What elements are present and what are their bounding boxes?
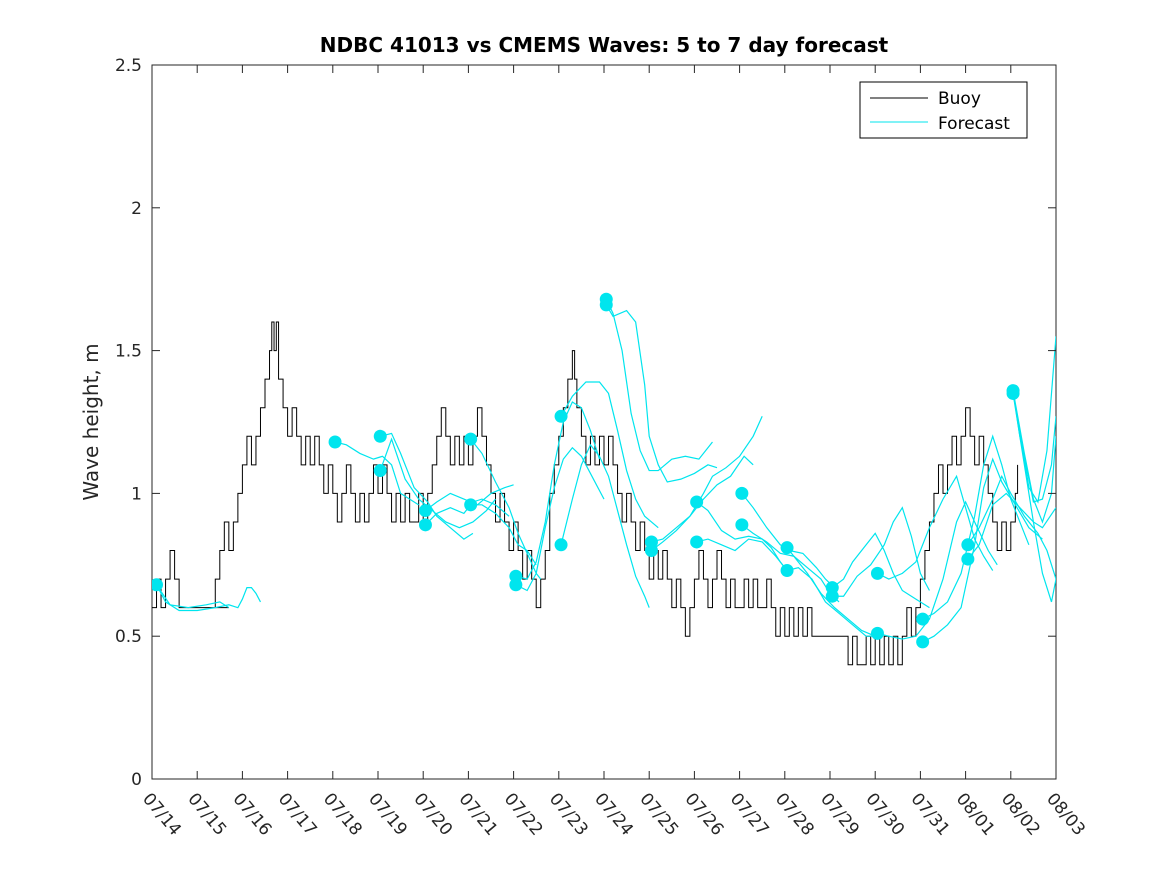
y-tick-label: 0 [131,770,142,790]
forecast-start-marker [780,541,794,555]
forecast-start-marker [916,635,930,649]
forecast-start-marker [690,535,704,549]
series-forecast-line [470,504,537,566]
x-tick-label: 07/23 [545,789,592,839]
legend-label-forecast: Forecast [938,114,1010,134]
forecast-start-marker [780,564,794,578]
series-forecast-line [967,474,1056,580]
x-tick-label: 07/14 [138,789,185,839]
forecast-start-marker [825,589,839,603]
forecast-start-marker [961,552,975,566]
chart-title: NDBC 41013 vs CMEMS Waves: 5 to 7 day fo… [320,33,889,57]
series-forecast-line [380,432,474,540]
series-forecast-line [831,532,930,609]
forecast-start-marker [509,578,523,592]
x-tick-label: 07/20 [409,789,456,839]
forecast-start-marker [554,409,568,423]
x-tick-label: 07/15 [183,789,230,839]
forecast-start-marker [1006,386,1020,400]
y-axis-label: Wave height, m [79,343,103,500]
x-tick-label: 08/02 [997,789,1044,839]
series-forecast-line [1012,390,1056,503]
x-tick-label: 07/17 [274,789,321,839]
x-tick-label: 07/16 [229,789,276,839]
forecast-start-marker [735,486,749,500]
series-forecast-line [1012,336,1056,504]
series-forecast-line [651,416,763,543]
y-tick-label: 1 [131,484,142,504]
x-tick-label: 07/26 [681,789,728,839]
series-forecast-line [515,401,601,580]
series-forecast-line [651,455,754,551]
series-forecast-line [877,474,994,580]
x-tick-label: 07/18 [319,789,366,839]
series-forecast-line [470,438,542,580]
forecast-start-marker [961,538,975,552]
plot-area [151,64,1057,780]
x-tick-label: 07/27 [726,789,773,839]
forecast-start-marker [373,464,387,478]
axis-ticks: 07/1407/1507/1607/1707/1807/1907/2007/21… [115,56,1089,840]
forecast-start-marker [554,538,568,552]
series-forecast-line [922,457,1043,643]
series-forecast-line [696,538,786,569]
forecast-start-marker [644,544,658,558]
series-forecast-line [605,298,713,472]
x-tick-label: 07/22 [500,789,547,839]
x-tick-label: 08/01 [952,789,999,839]
series-forecast-line [922,434,1030,620]
forecast-start-marker [690,495,704,509]
series-forecast-line [696,501,790,574]
x-tick-label: 07/30 [861,789,908,839]
x-tick-label: 07/21 [455,789,502,839]
forecast-start-marker [870,566,884,580]
forecast-start-marker [464,432,478,446]
series-forecast-line [967,492,1056,560]
series-forecast-line [155,584,262,612]
series-forecast-line [832,506,930,597]
forecast-start-marker [464,498,478,512]
series-buoy-line [152,321,1019,666]
series-forecast-line [741,524,840,603]
series-forecast-line [560,443,650,608]
forecast-start-marker [735,518,749,532]
series-forecast-line [877,500,998,640]
series-forecast-line [334,441,420,506]
y-tick-label: 2 [131,199,142,219]
x-tick-label: 07/31 [907,789,954,839]
series-forecast-line [786,566,880,637]
legend: Buoy Forecast [859,81,1028,139]
legend-label-buoy: Buoy [938,89,981,109]
x-tick-label: 07/24 [590,789,637,839]
x-tick-label: 08/03 [1042,789,1089,839]
series-forecast-line [560,381,659,529]
forecast-start-marker [916,612,930,626]
forecast-start-marker [599,298,613,312]
forecast-start-marker [328,435,342,449]
forecast-start-marker [373,429,387,443]
x-tick-label: 07/28 [771,789,818,839]
y-tick-label: 0.5 [115,627,142,647]
forecast-start-marker [418,504,432,518]
forecast-start-marker [152,578,164,592]
series-forecast-line [156,584,230,609]
forecast-start-marker [870,626,884,640]
series-forecast-line [515,446,605,592]
x-tick-label: 07/19 [364,789,411,839]
series-forecast-line [379,437,496,529]
legend-box [859,81,1028,139]
series-forecast-line [1012,390,1056,524]
y-tick-label: 1.5 [115,342,142,362]
y-tick-label: 2.5 [115,56,142,76]
x-tick-label: 07/29 [816,789,863,839]
series-forecast-line [1012,393,1056,603]
series-forecast-line [605,304,718,483]
forecast-start-marker [418,518,432,532]
x-tick-label: 07/25 [635,789,682,839]
data-layer [152,292,1056,666]
